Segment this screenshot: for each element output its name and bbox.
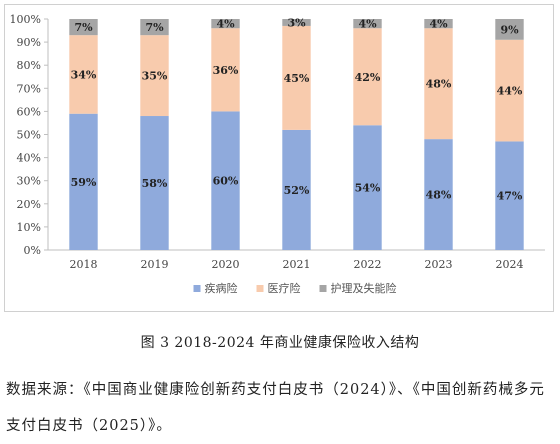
figure-caption: 图 3 2018-2024 年商业健康保险收入结构: [140, 335, 420, 351]
y-tick-label: 30%: [17, 175, 41, 188]
x-tick-label: 2019: [141, 258, 169, 271]
data-label: 48%: [426, 78, 452, 91]
data-label: 45%: [284, 72, 310, 85]
y-tick-label: 40%: [17, 152, 41, 165]
bar-segment-3-2020: [211, 19, 240, 29]
bar-segment-1-2019: [140, 116, 169, 251]
legend-label: 疾病险: [205, 281, 238, 295]
data-label: 48%: [426, 189, 452, 202]
bar-segment-2-2020: [211, 28, 240, 112]
data-label: 3%: [287, 16, 306, 29]
bar-segment-3-2022: [353, 19, 382, 29]
y-tick-label: 70%: [17, 82, 41, 95]
y-tick-label: 50%: [17, 129, 41, 142]
data-label: 58%: [142, 177, 168, 190]
bar-segment-1-2018: [69, 113, 98, 251]
data-label: 4%: [358, 18, 377, 31]
x-tick-label: 2021: [283, 258, 311, 271]
y-tick-label: 100%: [10, 13, 41, 26]
data-label: 7%: [74, 21, 93, 34]
data-label: 42%: [355, 71, 381, 84]
data-label: 9%: [500, 23, 519, 36]
x-tick-label: 2023: [425, 258, 453, 271]
data-label: 4%: [216, 18, 235, 31]
x-tick-label: 2020: [212, 258, 240, 271]
data-label: 34%: [71, 68, 97, 81]
bar-segment-2-2018: [69, 35, 98, 114]
bar-segment-3-2019: [140, 19, 169, 36]
y-tick-label: 20%: [17, 198, 41, 211]
data-label: 36%: [213, 64, 239, 77]
data-label: 54%: [355, 182, 381, 195]
y-tick-label: 10%: [17, 221, 41, 234]
legend-swatch: [193, 285, 201, 292]
bar-segment-1-2022: [353, 125, 382, 250]
data-source-note: 数据来源：《中国商业健康险创新药支付白皮书（2024）》、《中国创新药械多元支付…: [6, 382, 545, 434]
y-tick-label: 80%: [17, 59, 41, 72]
stacked-bar-chart: 0% 10% 20% 30% 40% 50% 60% 70% 80% 90% 100% 59% 34% 7…: [10, 13, 545, 295]
legend-label: 医疗险: [268, 281, 301, 295]
x-tick-label: 2024: [496, 258, 524, 271]
data-label: 59%: [71, 176, 97, 189]
bar-segment-1-2021: [282, 129, 311, 250]
data-label: 35%: [142, 70, 168, 83]
data-label: 4%: [429, 18, 448, 31]
bar-segment-1-2023: [424, 139, 453, 250]
bar-segment-1-2020: [211, 111, 240, 251]
bar-segment-2-2021: [282, 25, 311, 130]
bar-segment-3-2023: [424, 19, 453, 29]
bar-segment-2-2023: [424, 28, 453, 140]
bar-segment-3-2024: [495, 19, 524, 40]
bar-segment-2-2019: [140, 35, 169, 117]
legend-swatch: [319, 285, 327, 292]
legend-label: 护理及失能险: [331, 281, 397, 295]
bar-segment-3-2018: [69, 19, 98, 36]
data-label: 52%: [284, 184, 310, 197]
bar-segment-2-2024: [495, 39, 524, 142]
x-tick-label: 2022: [354, 258, 382, 271]
bar-segment-1-2024: [495, 141, 524, 250]
data-label: 47%: [497, 190, 523, 203]
x-tick-label: 2018: [70, 258, 98, 271]
data-label: 60%: [213, 175, 239, 188]
data-label: 44%: [497, 85, 523, 98]
y-tick-label: 0%: [24, 244, 41, 257]
y-tick-label: 90%: [17, 36, 41, 49]
data-label: 7%: [145, 21, 164, 34]
bar-segment-3-2021: [282, 19, 311, 26]
bar-segment-2-2022: [353, 28, 382, 126]
y-tick-label: 60%: [17, 105, 41, 118]
legend-swatch: [256, 285, 264, 292]
